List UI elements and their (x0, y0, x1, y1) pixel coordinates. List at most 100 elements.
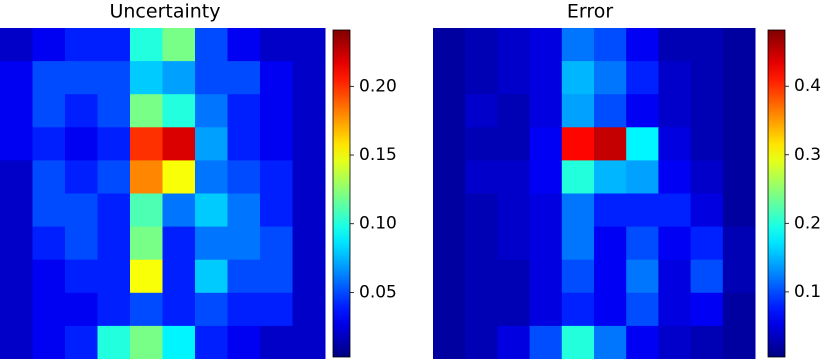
heatmap-cell (497, 160, 531, 194)
heatmap-cell (465, 259, 498, 294)
heatmap-cell (722, 28, 756, 62)
heatmap-cell (195, 193, 228, 228)
heatmap-cell (594, 193, 627, 228)
heatmap-cell (32, 193, 66, 228)
heatmap-cell (626, 292, 659, 327)
heatmap-cell (0, 259, 33, 294)
heatmap-cell (561, 28, 595, 62)
heatmap-cell (65, 94, 98, 128)
heatmap-cell (97, 28, 131, 62)
heatmap-cell (130, 28, 163, 62)
heatmap-cell (722, 61, 756, 95)
heatmap-cell (497, 226, 531, 261)
heatmap-cell (594, 292, 627, 327)
heatmap-cell (0, 61, 33, 95)
colorbar-tick-label: 0.2 (794, 213, 821, 233)
heatmap-cell (227, 259, 261, 294)
heatmap-cell (97, 292, 131, 327)
heatmap-cell (97, 259, 131, 294)
heatmap-cell (594, 127, 627, 161)
heatmap-cell (722, 160, 756, 194)
heatmap-cell (594, 94, 627, 128)
heatmap-cell (130, 325, 163, 359)
heatmap-cell (561, 325, 595, 359)
heatmap-cell (594, 160, 627, 194)
heatmap-cell (32, 259, 66, 294)
heatmap-cell (65, 259, 98, 294)
heatmap-cell (260, 160, 293, 194)
heatmap-cell (195, 325, 228, 359)
heatmap-cell (658, 160, 692, 194)
heatmap-cell (594, 226, 627, 261)
heatmap-cell (195, 94, 228, 128)
heatmap-cell (0, 28, 33, 62)
heatmap-cell (626, 259, 659, 294)
heatmap-cell (32, 160, 66, 194)
heatmap-cell (0, 193, 33, 228)
heatmap-cell (292, 292, 326, 327)
heatmap-cell (195, 292, 228, 327)
heatmap-cell (97, 94, 131, 128)
heatmap-cell (130, 259, 163, 294)
colorbar-tick-label: 0.1 (794, 282, 821, 302)
heatmap-cell (260, 94, 293, 128)
heatmap-cell (260, 127, 293, 161)
heatmap-cell (690, 259, 724, 294)
heatmap-cell (227, 160, 261, 194)
heatmap-cell (497, 94, 531, 128)
heatmap-cell (292, 259, 326, 294)
heatmap-cell (97, 160, 131, 194)
heatmap-cell (690, 61, 724, 95)
heatmap-cell (626, 193, 659, 228)
heatmap-cell (195, 226, 228, 261)
heatmap-cell (0, 325, 33, 359)
heatmap-cell (658, 292, 692, 327)
heatmap-cell (32, 28, 66, 62)
heatmap-cell (195, 160, 228, 194)
heatmap-cell (32, 292, 66, 327)
heatmap-cell (32, 127, 66, 161)
colorbar-tick-label: 0.10 (359, 214, 397, 234)
heatmap-cell (561, 94, 595, 128)
heatmap-cell (529, 325, 563, 359)
heatmap-cell (97, 226, 131, 261)
heatmap-cell (722, 127, 756, 161)
heatmap-cell (195, 61, 228, 95)
heatmap-cell (433, 193, 466, 228)
colorbar (767, 29, 786, 358)
heatmap-cell (658, 193, 692, 228)
heatmap (433, 28, 756, 359)
heatmap-cell (722, 94, 756, 128)
heatmap-cell (292, 325, 326, 359)
heatmap-cell (722, 259, 756, 294)
heatmap-cell (626, 61, 659, 95)
heatmap-cell (65, 127, 98, 161)
heatmap-cell (626, 325, 659, 359)
heatmap-cell (690, 28, 724, 62)
heatmap-cell (292, 193, 326, 228)
heatmap-cell (561, 193, 595, 228)
heatmap-cell (529, 94, 563, 128)
heatmap-cell (433, 292, 466, 327)
heatmap-cell (130, 292, 163, 327)
heatmap-cell (497, 193, 531, 228)
heatmap-cell (260, 259, 293, 294)
heatmap-cell (162, 292, 196, 327)
heatmap-cell (690, 226, 724, 261)
heatmap-cell (0, 160, 33, 194)
heatmap-cell (433, 259, 466, 294)
heatmap-cell (195, 259, 228, 294)
heatmap-cell (690, 193, 724, 228)
heatmap-cell (658, 127, 692, 161)
heatmap-cell (162, 160, 196, 194)
heatmap-cell (32, 325, 66, 359)
heatmap-cell (0, 127, 33, 161)
heatmap-cell (690, 127, 724, 161)
heatmap-cell (658, 94, 692, 128)
heatmap-cell (162, 94, 196, 128)
heatmap-cell (162, 193, 196, 228)
heatmap-cell (561, 259, 595, 294)
heatmap-cell (65, 226, 98, 261)
heatmap-cell (561, 127, 595, 161)
heatmap-cell (260, 193, 293, 228)
